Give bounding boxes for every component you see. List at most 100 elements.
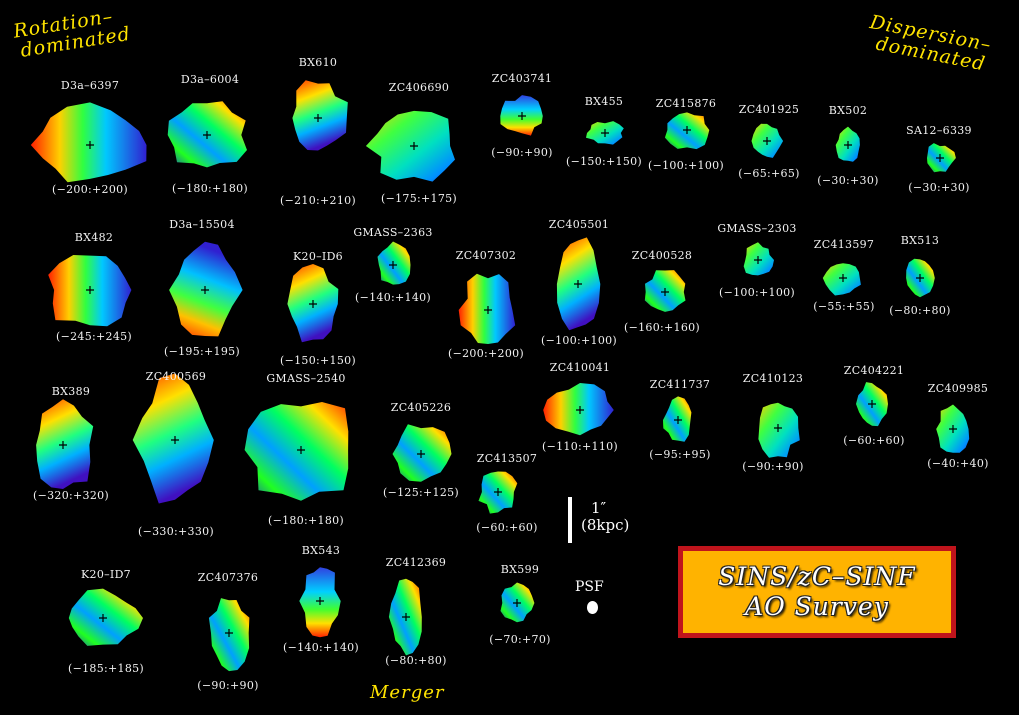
galaxy-center-cross bbox=[494, 488, 502, 496]
velocity-range: (−100:+100) bbox=[647, 159, 725, 172]
velocity-range: (−195:+195) bbox=[163, 345, 241, 358]
galaxy-name: BX543 bbox=[301, 544, 341, 557]
galaxy-center-cross bbox=[763, 137, 771, 145]
galaxy-center-cross bbox=[576, 406, 584, 414]
velocity-range: (−200:+200) bbox=[51, 183, 129, 196]
galaxy-map-27 bbox=[758, 402, 800, 458]
velocity-range: (−210:+210) bbox=[279, 194, 357, 207]
galaxy-name: ZC410123 bbox=[742, 372, 804, 385]
galaxy-name: BX389 bbox=[51, 385, 91, 398]
velocity-range: (−245:+245) bbox=[55, 330, 133, 343]
galaxy-center-cross bbox=[513, 599, 521, 607]
velocity-range: (−65:+65) bbox=[738, 167, 800, 180]
galaxy-name: D3a–15504 bbox=[169, 218, 235, 231]
galaxy-name: ZC405501 bbox=[548, 218, 610, 231]
velocity-range: (−80:+80) bbox=[889, 304, 951, 317]
galaxy-map-18 bbox=[822, 263, 861, 296]
velocity-range: (−320:+320) bbox=[32, 489, 110, 502]
galaxy-map-22 bbox=[244, 402, 349, 501]
velocity-range: (−100:+100) bbox=[540, 334, 618, 347]
velocity-range: (−110:+110) bbox=[541, 440, 619, 453]
velocity-range: (−140:+140) bbox=[354, 291, 432, 304]
velocity-range: (−80:+80) bbox=[385, 654, 447, 667]
galaxy-name: ZC405226 bbox=[390, 401, 452, 414]
velocity-range: (−100:+100) bbox=[718, 286, 796, 299]
velocity-range: (−150:+150) bbox=[279, 354, 357, 367]
galaxy-center-cross bbox=[389, 261, 397, 269]
galaxy-name: GMASS–2540 bbox=[266, 372, 346, 385]
galaxy-center-cross bbox=[754, 256, 762, 264]
galaxy-name: K20–ID7 bbox=[81, 568, 131, 581]
velocity-range: (−55:+55) bbox=[813, 300, 875, 313]
galaxy-center-cross bbox=[402, 613, 410, 621]
galaxy-name: ZC406690 bbox=[388, 81, 450, 94]
galaxy-name: ZC413597 bbox=[813, 238, 875, 251]
galaxy-center-cross bbox=[774, 424, 782, 432]
galaxy-name: ZC412369 bbox=[385, 556, 447, 569]
galaxy-center-cross bbox=[203, 131, 211, 139]
galaxy-name: ZC413507 bbox=[476, 452, 538, 465]
velocity-range: (−160:+160) bbox=[623, 321, 701, 334]
galaxy-center-cross bbox=[314, 114, 322, 122]
velocity-range: (−140:+140) bbox=[282, 641, 360, 654]
galaxy-map-0 bbox=[30, 102, 147, 183]
galaxy-map-11 bbox=[169, 241, 243, 337]
galaxy-name: BX599 bbox=[500, 563, 540, 576]
galaxy-map-21 bbox=[132, 373, 214, 504]
galaxy-center-cross bbox=[574, 280, 582, 288]
galaxy-name: SA12–6339 bbox=[906, 124, 972, 137]
galaxy-center-cross bbox=[99, 614, 107, 622]
velocity-range: (−95:+95) bbox=[649, 448, 711, 461]
galaxy-center-cross bbox=[201, 286, 209, 294]
galaxy-center-cross bbox=[59, 441, 67, 449]
velocity-range: (−60:+60) bbox=[476, 521, 538, 534]
galaxy-name: ZC411737 bbox=[649, 378, 711, 391]
galaxy-map-13 bbox=[377, 241, 411, 285]
galaxy-center-cross bbox=[86, 141, 94, 149]
galaxy-name: ZC400569 bbox=[145, 370, 207, 383]
galaxy-name: GMASS–2363 bbox=[353, 226, 433, 239]
galaxy-name: ZC400528 bbox=[631, 249, 693, 262]
galaxy-name: D3a–6397 bbox=[60, 79, 120, 92]
survey-title-box: SINS/zC–SINF AO Survey bbox=[678, 546, 956, 638]
galaxy-center-cross bbox=[844, 141, 852, 149]
scale-bar-text: 1″ (8kpc) bbox=[581, 499, 630, 534]
velocity-range: (−70:+70) bbox=[489, 633, 551, 646]
galaxy-center-cross bbox=[417, 450, 425, 458]
velocity-range: (−180:+180) bbox=[171, 182, 249, 195]
galaxy-map-30 bbox=[68, 588, 143, 646]
merger-label: Merger bbox=[370, 682, 445, 703]
galaxy-center-cross bbox=[683, 126, 691, 134]
galaxy-center-cross bbox=[316, 597, 324, 605]
galaxy-name: ZC403741 bbox=[491, 72, 553, 85]
galaxy-center-cross bbox=[674, 416, 682, 424]
galaxy-center-cross bbox=[868, 400, 876, 408]
velocity-range: (−90:+90) bbox=[491, 146, 553, 159]
velocity-range: (−90:+90) bbox=[197, 679, 259, 692]
galaxy-name: BX482 bbox=[74, 231, 114, 244]
galaxy-map-20 bbox=[36, 399, 94, 489]
galaxy-map-2 bbox=[292, 80, 348, 151]
velocity-range: (−200:+200) bbox=[447, 347, 525, 360]
survey-title-line2: AO Survey bbox=[745, 592, 889, 621]
galaxy-name: ZC404221 bbox=[843, 364, 905, 377]
galaxy-name: D3a–6004 bbox=[180, 73, 240, 86]
galaxy-center-cross bbox=[518, 112, 526, 120]
galaxy-name: ZC401925 bbox=[738, 103, 800, 116]
survey-title-line1: SINS/zC–SINF bbox=[718, 562, 916, 591]
galaxy-center-cross bbox=[661, 288, 669, 296]
galaxy-name: BX502 bbox=[828, 104, 868, 117]
galaxy-center-cross bbox=[949, 425, 957, 433]
galaxy-center-cross bbox=[936, 154, 944, 162]
velocity-range: (−175:+175) bbox=[380, 192, 458, 205]
galaxy-map-25 bbox=[543, 383, 614, 436]
galaxy-center-cross bbox=[601, 129, 609, 137]
galaxy-center-cross bbox=[839, 274, 847, 282]
velocity-range: (−40:+40) bbox=[927, 457, 989, 470]
galaxy-center-cross bbox=[297, 446, 305, 454]
galaxy-name: ZC407376 bbox=[197, 571, 259, 584]
galaxy-name: K20–ID6 bbox=[293, 250, 343, 263]
velocity-range: (−330:+330) bbox=[137, 525, 215, 538]
galaxy-center-cross bbox=[225, 629, 233, 637]
galaxy-center-cross bbox=[916, 274, 924, 282]
